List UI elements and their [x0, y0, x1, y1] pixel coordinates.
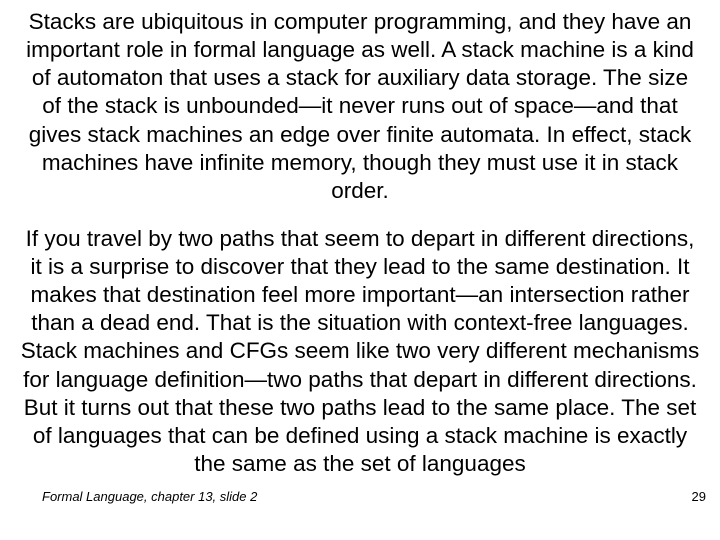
paragraph-1: Stacks are ubiquitous in computer progra… — [20, 8, 700, 205]
paragraph-2: If you travel by two paths that seem to … — [20, 225, 700, 478]
page-number: 29 — [692, 489, 706, 504]
slide-content: Stacks are ubiquitous in computer progra… — [0, 0, 720, 540]
slide-footer: Formal Language, chapter 13, slide 2 — [42, 489, 257, 504]
